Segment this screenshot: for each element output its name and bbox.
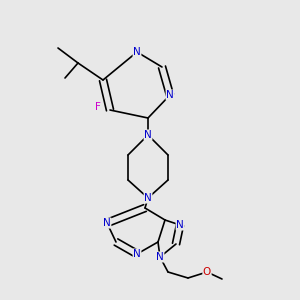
Text: N: N [166, 90, 174, 100]
Text: N: N [133, 249, 141, 259]
Text: N: N [103, 218, 111, 228]
Text: N: N [176, 220, 184, 230]
Text: N: N [144, 193, 152, 203]
Text: F: F [95, 102, 101, 112]
Text: N: N [133, 47, 141, 57]
Text: N: N [156, 252, 164, 262]
Text: N: N [144, 130, 152, 140]
Text: O: O [203, 267, 211, 277]
